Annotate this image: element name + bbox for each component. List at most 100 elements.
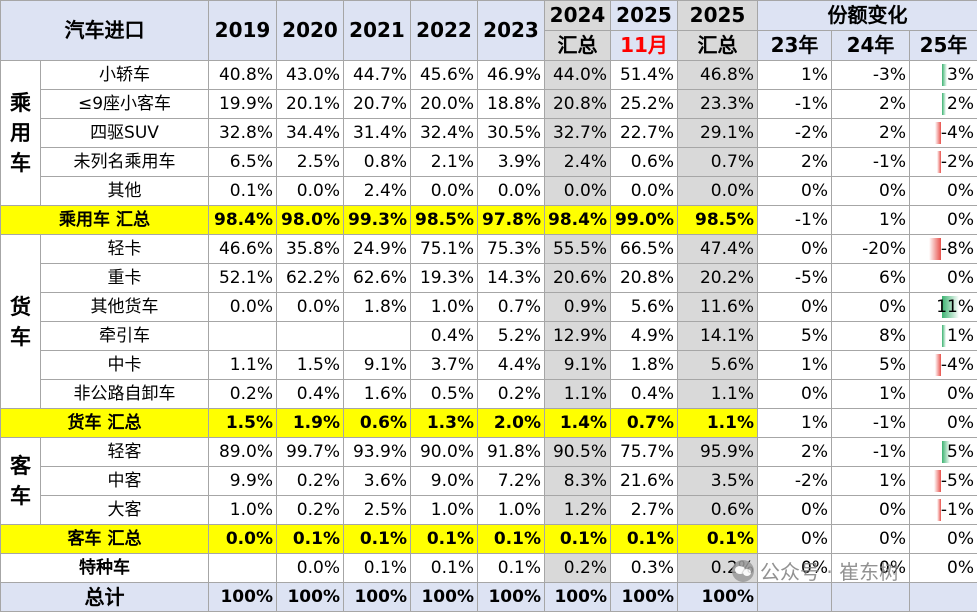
value-cell: 1.9%: [277, 409, 344, 438]
value-cell: 14.1%: [678, 322, 758, 351]
value-cell: 0.0%: [277, 293, 344, 322]
value-cell: 0.6%: [611, 148, 678, 177]
value-cell: 46.9%: [478, 61, 545, 90]
value-cell: 1.5%: [277, 351, 344, 380]
value-cell: 5.6%: [678, 351, 758, 380]
value-cell: 0.1%: [411, 525, 478, 554]
share-change-value: 0%: [947, 181, 974, 201]
value-cell: 52.1%: [209, 264, 277, 293]
value-cell: 100%: [277, 583, 344, 612]
share-change-cell: -1%: [758, 206, 832, 235]
year-2023: 2023: [478, 1, 545, 61]
value-cell: 0.7%: [478, 293, 545, 322]
value-cell: 62.2%: [277, 264, 344, 293]
share-change-cell: 0%: [910, 525, 977, 554]
row-label: ≤9座小客车: [41, 90, 209, 119]
value-cell: 0.1%: [478, 525, 545, 554]
data-bar: [934, 470, 942, 492]
value-cell: 1.0%: [209, 496, 277, 525]
value-cell: 8.3%: [545, 467, 611, 496]
value-cell: 22.7%: [611, 119, 678, 148]
share-change-value: -1%: [941, 500, 974, 520]
value-cell: 2.4%: [545, 148, 611, 177]
share-change-cell: 1%: [758, 61, 832, 90]
row-label: 中卡: [41, 351, 209, 380]
value-cell: 32.7%: [545, 119, 611, 148]
share-change-cell: 0%: [832, 496, 910, 525]
value-cell: 21.6%: [611, 467, 678, 496]
value-cell: 6.5%: [209, 148, 277, 177]
share-change-cell: 1%: [758, 351, 832, 380]
value-cell: 4.4%: [478, 351, 545, 380]
value-cell: 11.6%: [678, 293, 758, 322]
value-cell: 1.4%: [545, 409, 611, 438]
share-change-cell: -1%: [832, 409, 910, 438]
share-change-value: 0%: [947, 529, 974, 549]
chg-25-header: 25年: [910, 31, 977, 61]
share-change-value: 0%: [947, 558, 974, 578]
row-label: 未列名乘用车: [41, 148, 209, 177]
value-cell: 100%: [209, 583, 277, 612]
year-2024-label: 2024: [545, 1, 611, 31]
value-cell: 99.0%: [611, 206, 678, 235]
value-cell: 4.9%: [611, 322, 678, 351]
share-change-cell: 6%: [832, 264, 910, 293]
share-change-value: 0%: [947, 268, 974, 288]
value-cell: 19.3%: [411, 264, 478, 293]
row-label: 乘用车 汇总: [1, 206, 209, 235]
group-label-bus: 客车: [1, 438, 41, 525]
row-label: 中客: [41, 467, 209, 496]
year-2025-summary-label: 2025: [678, 1, 758, 31]
value-cell: 20.2%: [678, 264, 758, 293]
share-change-cell: 0%: [758, 554, 832, 583]
value-cell: 0.1%: [344, 525, 411, 554]
share-change-cell: -8%: [910, 235, 977, 264]
share-change-cell: 0%: [910, 206, 977, 235]
share-change-cell: -4%: [910, 119, 977, 148]
value-cell: 3.6%: [344, 467, 411, 496]
share-change-cell: 2%: [758, 148, 832, 177]
value-cell: 20.8%: [545, 90, 611, 119]
value-cell: 20.7%: [344, 90, 411, 119]
value-cell: 99.3%: [344, 206, 411, 235]
table-title: 汽车进口: [1, 1, 209, 61]
value-cell: 5.6%: [611, 293, 678, 322]
share-change-cell: -1%: [758, 90, 832, 119]
value-cell: 75.3%: [478, 235, 545, 264]
value-cell: 98.5%: [678, 206, 758, 235]
value-cell: 90.5%: [545, 438, 611, 467]
share-change-cell: 0%: [910, 409, 977, 438]
share-change-value: -8%: [941, 239, 974, 259]
value-cell: [344, 322, 411, 351]
share-change-value: -4%: [941, 123, 974, 143]
value-cell: 90.0%: [411, 438, 478, 467]
value-cell: 0.1%: [209, 177, 277, 206]
value-cell: 0.0%: [611, 177, 678, 206]
value-cell: 9.9%: [209, 467, 277, 496]
value-cell: 0.2%: [545, 554, 611, 583]
share-change-cell: 3%: [910, 61, 977, 90]
share-change-cell: 0%: [758, 380, 832, 409]
value-cell: 23.3%: [678, 90, 758, 119]
value-cell: 100%: [678, 583, 758, 612]
value-cell: 19.9%: [209, 90, 277, 119]
value-cell: 0.0%: [678, 177, 758, 206]
value-cell: 20.1%: [277, 90, 344, 119]
share-change-cell: [832, 583, 910, 612]
value-cell: 2.4%: [344, 177, 411, 206]
value-cell: 0.1%: [678, 525, 758, 554]
share-change-cell: 2%: [832, 119, 910, 148]
header-row-1: 汽车进口 2019 2020 2021 2022 2023 2024 2025 …: [1, 1, 977, 31]
share-change-cell: 0%: [758, 177, 832, 206]
value-cell: 2.0%: [478, 409, 545, 438]
value-cell: 1.5%: [209, 409, 277, 438]
